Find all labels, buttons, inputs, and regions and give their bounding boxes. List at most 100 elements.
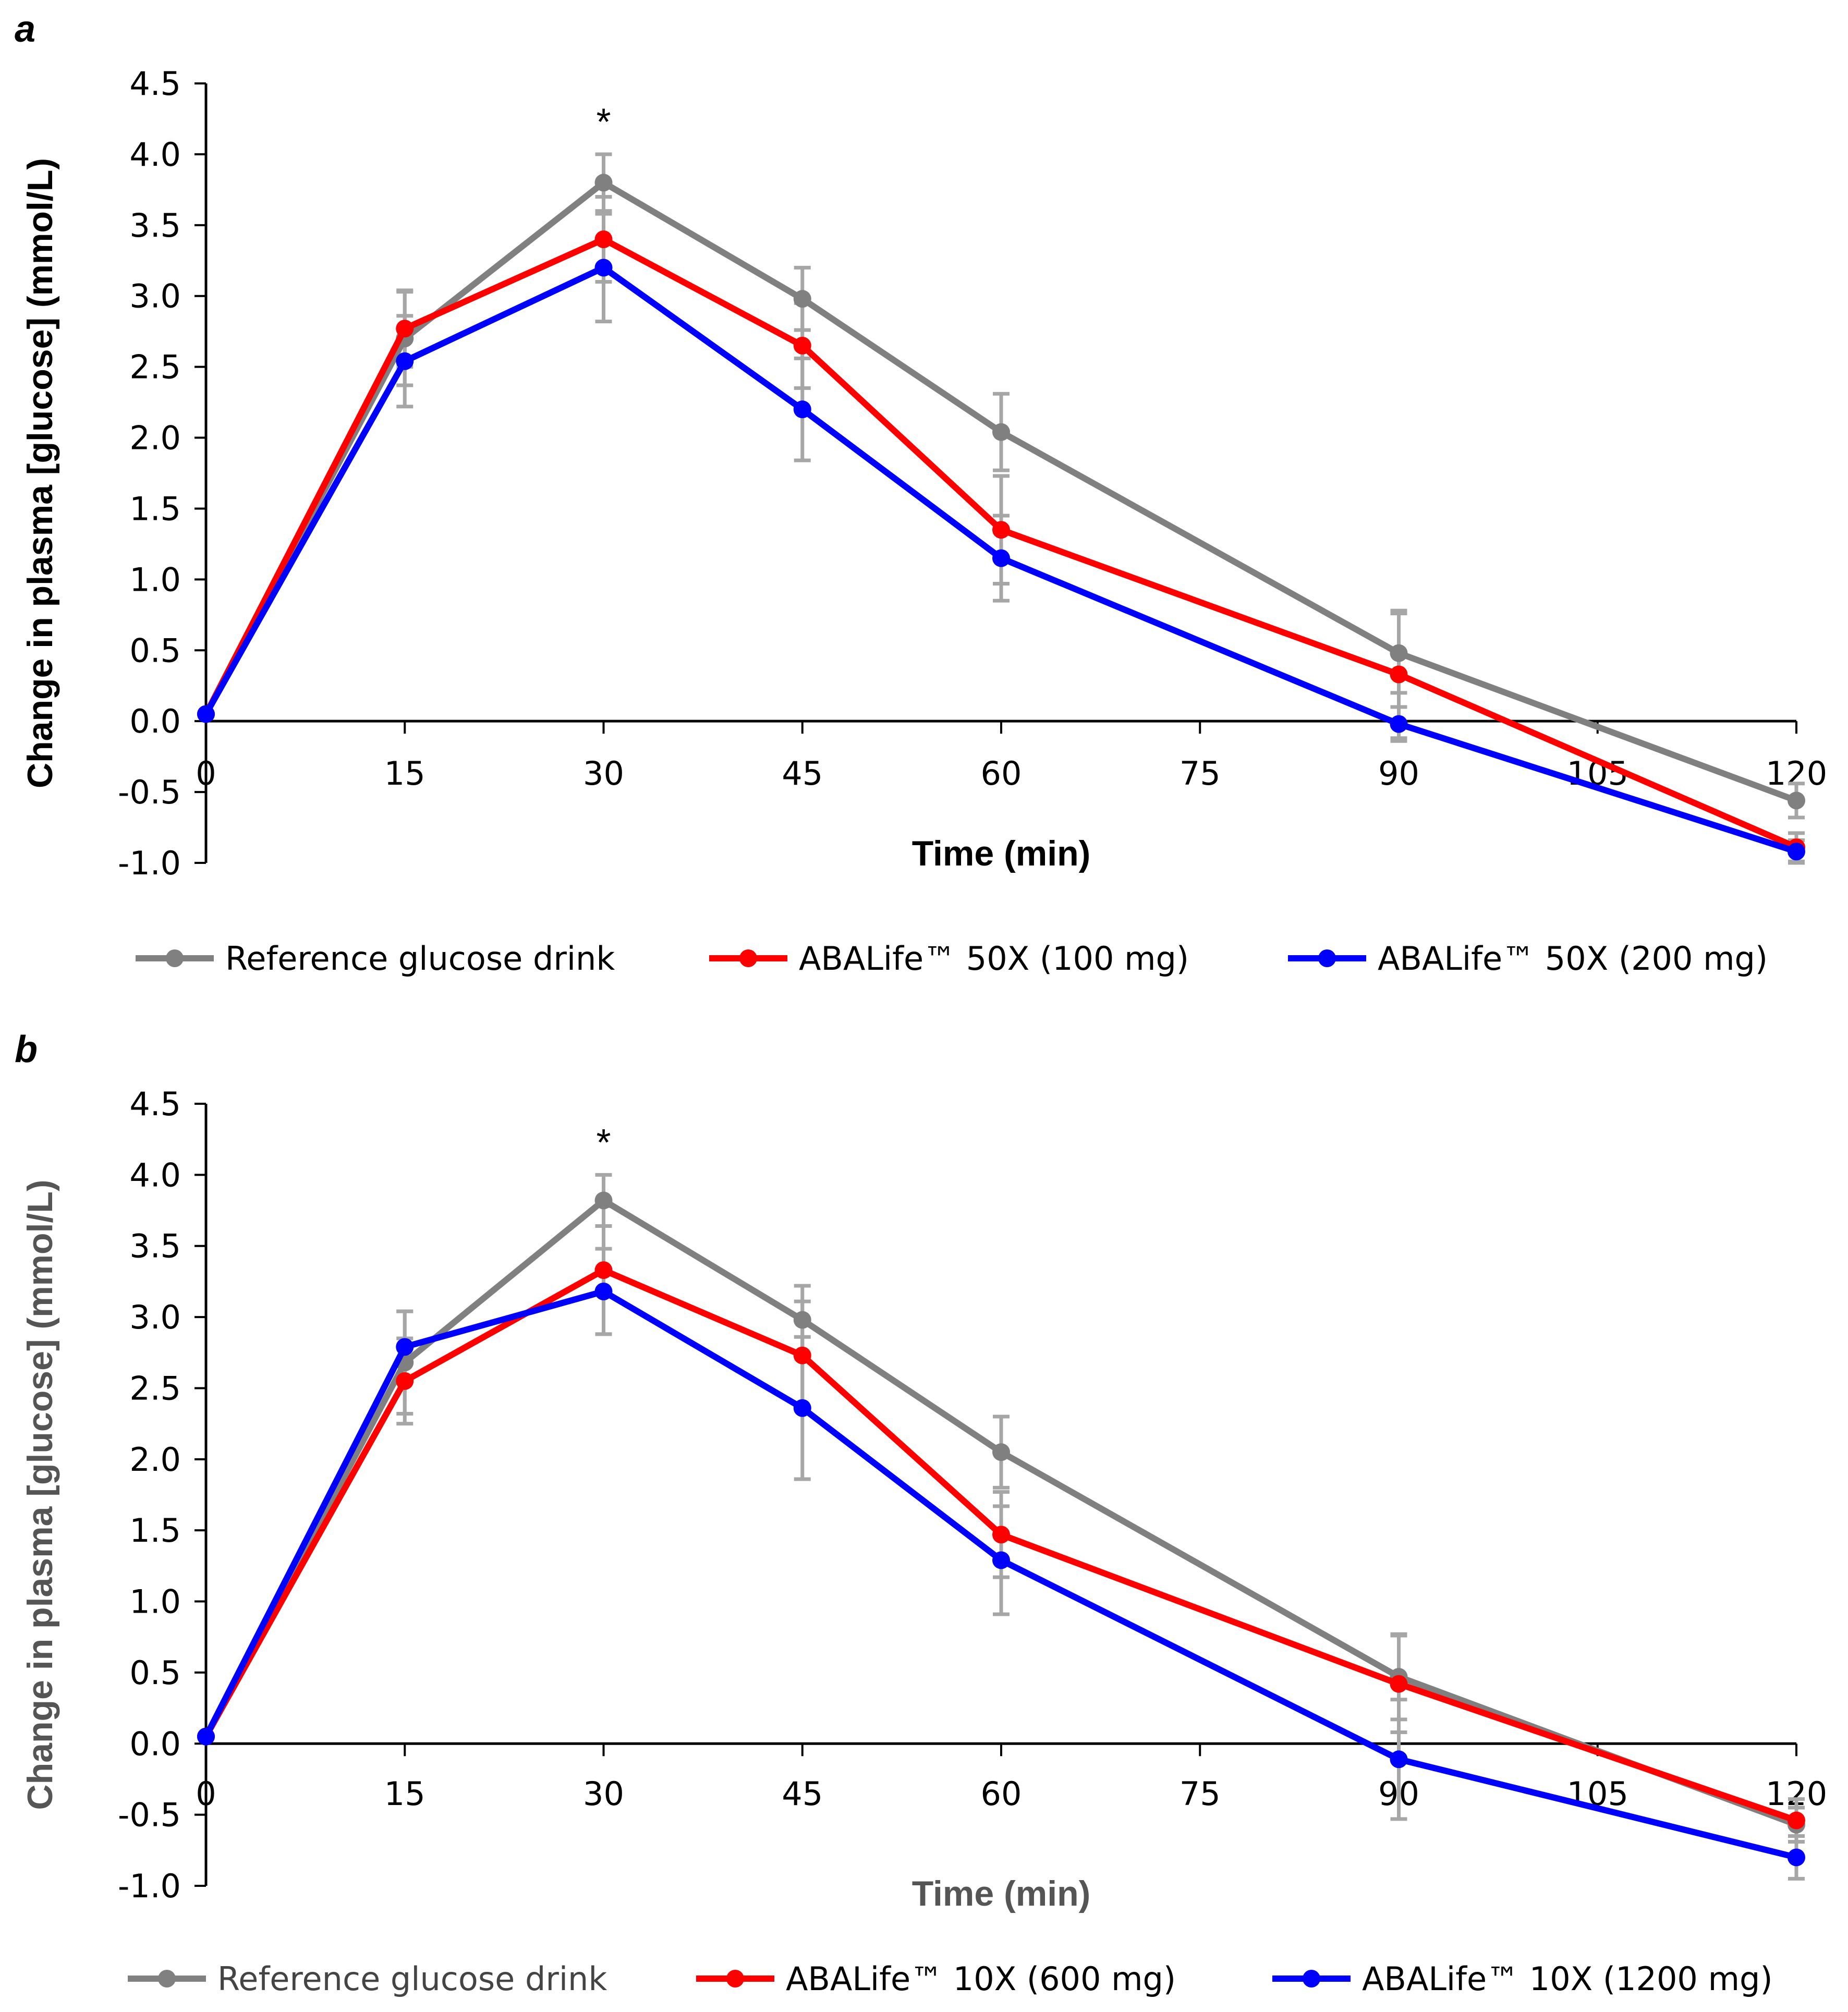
x-tick-label: 60 (981, 754, 1022, 792)
data-point (793, 1399, 811, 1417)
y-tick-label: 1.0 (129, 1583, 181, 1621)
data-point (793, 336, 811, 355)
panel-b: b 4.5 4.0 3.5 3.0 2.5 2.0 1.5 1.0 0.5 0.0 -0.5 -1.0 0… (15, 1029, 1827, 1998)
data-point (992, 1443, 1010, 1461)
y-tick-label: 0.5 (129, 1654, 181, 1692)
x-tick-label: 15 (384, 1775, 425, 1813)
x-tick-label: 45 (782, 1775, 823, 1813)
data-point (396, 1372, 414, 1390)
y-tick-label: -0.5 (118, 1796, 181, 1834)
data-point (1390, 715, 1408, 733)
data-point (594, 259, 613, 277)
data-point (1788, 843, 1805, 861)
data-point (396, 1338, 414, 1356)
y-tick-label: 1.5 (129, 490, 181, 528)
legend-label: ABALife™ 10X (600 mg) (786, 1960, 1176, 1998)
x-tick-label: 30 (583, 754, 624, 792)
data-point (1788, 791, 1805, 810)
x-tick-label: 30 (583, 1775, 624, 1813)
legend-item: Reference glucose drink (136, 940, 615, 978)
data-point (396, 320, 414, 338)
data-point (1788, 1848, 1805, 1867)
x-tick-label: 45 (782, 754, 823, 792)
y-tick-label: 3.0 (129, 277, 181, 315)
legend-swatch-marker (158, 1970, 176, 1987)
legend-label: ABALife™ 10X (1200 mg) (1362, 1960, 1773, 1998)
data-point (1390, 1675, 1408, 1693)
data-point (1390, 1750, 1408, 1769)
x-tick-label: 0 (196, 754, 216, 792)
data-point (1390, 665, 1408, 684)
data-point (594, 1283, 613, 1300)
y-tick-label: 0.0 (129, 1725, 181, 1763)
legend-label: Reference glucose drink (225, 940, 615, 978)
y-tick-label: 0.0 (129, 702, 181, 740)
data-point (1788, 1811, 1805, 1830)
y-tick-label: -1.0 (118, 844, 181, 882)
data-point (793, 1346, 811, 1364)
data-point (992, 549, 1010, 567)
legend-item: ABALife™ 10X (1200 mg) (1272, 1960, 1773, 1998)
y-tick-label: -1.0 (118, 1867, 181, 1905)
y-tick-label: 3.0 (129, 1298, 181, 1336)
data-point (594, 230, 613, 248)
significance-marker: * (596, 1122, 611, 1164)
data-point (197, 1727, 215, 1746)
legend-label: ABALife™ 50X (200 mg) (1378, 940, 1768, 978)
y-tick-label: 2.0 (129, 1441, 181, 1479)
legend-item: ABALife™ 50X (100 mg) (709, 940, 1189, 978)
y-axis-title: Change in plasma [glucose] (mmol/L) (20, 158, 60, 788)
legend-label: Reference glucose drink (217, 1960, 607, 1998)
x-axis-title: Time (min) (912, 834, 1091, 873)
y-tick-label: 2.0 (129, 419, 181, 457)
data-point (396, 352, 414, 370)
y-tick-label: 3.5 (129, 206, 181, 245)
panel-label: a (15, 8, 35, 50)
data-point (992, 423, 1010, 441)
y-tick-label: 1.0 (129, 560, 181, 599)
data-point (793, 1311, 811, 1329)
data-point (992, 521, 1010, 539)
legend-swatch-marker (726, 1970, 744, 1987)
x-tick-label: 90 (1378, 754, 1419, 792)
panel-a: a 4.5 4.0 3.5 3.0 2.5 2.0 1.5 1.0 0.5 0.0 -0.5 -1.0 0… (15, 8, 1827, 978)
x-tick-label: 15 (384, 754, 425, 792)
y-tick-label: 0.5 (129, 631, 181, 669)
x-tick-label: 75 (1180, 754, 1221, 792)
y-tick-label: 4.0 (129, 1156, 181, 1194)
data-point (594, 174, 613, 192)
legend-item: Reference glucose drink (128, 1960, 607, 1998)
significance-marker: * (596, 102, 611, 143)
y-tick-label: -0.5 (118, 773, 181, 811)
panel-label: b (15, 1029, 38, 1070)
legend-item: ABALife™ 10X (600 mg) (696, 1960, 1176, 1998)
legend-swatch-marker (166, 949, 184, 967)
data-point (594, 1261, 613, 1279)
data-point (197, 705, 215, 723)
y-tick-label: 1.5 (129, 1511, 181, 1550)
y-axis-title: Change in plasma [glucose] (mmol/L) (20, 1179, 60, 1810)
data-point (594, 1191, 613, 1210)
legend-swatch-marker (1303, 1970, 1320, 1987)
y-tick-label: 4.5 (129, 65, 181, 103)
data-point (793, 290, 811, 308)
data-point (992, 1551, 1010, 1569)
legend-swatch-marker (1318, 949, 1336, 967)
x-tick-label: 60 (981, 1775, 1022, 1813)
y-tick-label: 2.5 (129, 348, 181, 386)
legend-label: ABALife™ 50X (100 mg) (799, 940, 1189, 978)
x-tick-label: 0 (196, 1775, 216, 1813)
y-tick-label: 4.5 (129, 1085, 181, 1123)
data-point (992, 1526, 1010, 1544)
legend-swatch-marker (739, 949, 757, 967)
data-point (1390, 644, 1408, 662)
y-tick-label: 4.0 (129, 136, 181, 174)
y-tick-label: 2.5 (129, 1369, 181, 1407)
legend-item: ABALife™ 50X (200 mg) (1288, 940, 1768, 978)
y-tick-label: 3.5 (129, 1227, 181, 1265)
data-point (793, 400, 811, 419)
x-axis-title: Time (min) (912, 1874, 1091, 1913)
x-tick-label: 75 (1180, 1775, 1221, 1813)
